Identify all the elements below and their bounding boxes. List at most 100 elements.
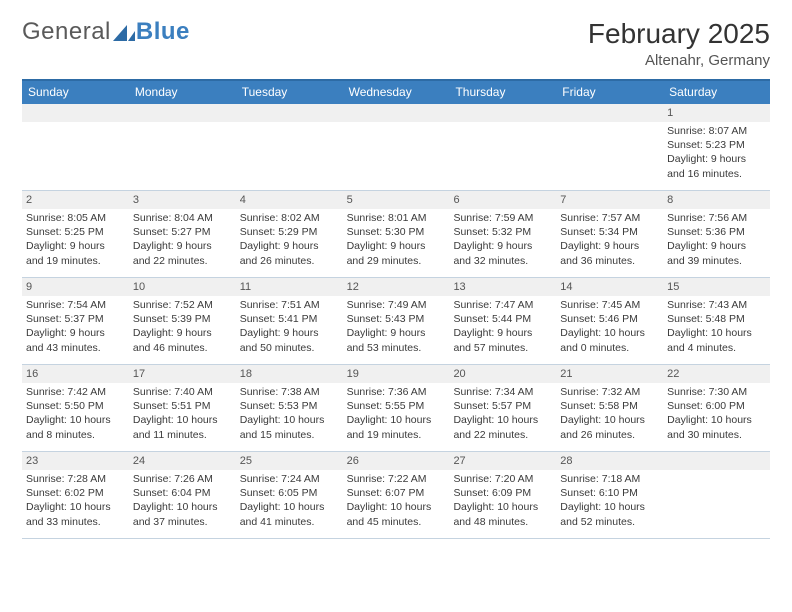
calendar-cell (236, 104, 343, 190)
date-number: 26 (343, 452, 450, 470)
cell-body: Sunrise: 7:51 AMSunset: 5:41 PMDaylight:… (236, 296, 343, 359)
sunrise-text: Sunrise: 7:49 AM (347, 298, 446, 312)
weeks-container: 1Sunrise: 8:07 AMSunset: 5:23 PMDaylight… (22, 104, 770, 539)
cell-body: Sunrise: 8:01 AMSunset: 5:30 PMDaylight:… (343, 209, 450, 272)
sunset-text: Sunset: 5:32 PM (453, 225, 552, 239)
cell-body: Sunrise: 7:18 AMSunset: 6:10 PMDaylight:… (556, 470, 663, 533)
date-number: 17 (129, 365, 236, 383)
calendar-cell: 9Sunrise: 7:54 AMSunset: 5:37 PMDaylight… (22, 278, 129, 364)
calendar-cell (343, 104, 450, 190)
title-block: February 2025 Altenahr, Germany (588, 18, 770, 69)
sunrise-text: Sunrise: 8:02 AM (240, 211, 339, 225)
date-number (22, 104, 129, 122)
date-number: 14 (556, 278, 663, 296)
sunrise-text: Sunrise: 7:54 AM (26, 298, 125, 312)
daylight-text: Daylight: 9 hours and 16 minutes. (667, 152, 766, 180)
daylight-text: Daylight: 10 hours and 26 minutes. (560, 413, 659, 441)
date-number: 25 (236, 452, 343, 470)
sunset-text: Sunset: 5:53 PM (240, 399, 339, 413)
calendar-cell: 13Sunrise: 7:47 AMSunset: 5:44 PMDayligh… (449, 278, 556, 364)
sunrise-text: Sunrise: 7:20 AM (453, 472, 552, 486)
date-number (129, 104, 236, 122)
date-number: 9 (22, 278, 129, 296)
daylight-text: Daylight: 9 hours and 36 minutes. (560, 239, 659, 267)
sunrise-text: Sunrise: 7:45 AM (560, 298, 659, 312)
sunrise-text: Sunrise: 8:01 AM (347, 211, 446, 225)
sunset-text: Sunset: 6:07 PM (347, 486, 446, 500)
daylight-text: Daylight: 9 hours and 22 minutes. (133, 239, 232, 267)
sunset-text: Sunset: 5:55 PM (347, 399, 446, 413)
daylight-text: Daylight: 10 hours and 33 minutes. (26, 500, 125, 528)
date-number (663, 452, 770, 470)
sunrise-text: Sunrise: 7:34 AM (453, 385, 552, 399)
cell-body: Sunrise: 7:45 AMSunset: 5:46 PMDaylight:… (556, 296, 663, 359)
calendar-cell: 2Sunrise: 8:05 AMSunset: 5:25 PMDaylight… (22, 191, 129, 277)
logo-sail-icon (113, 20, 135, 36)
daylight-text: Daylight: 10 hours and 30 minutes. (667, 413, 766, 441)
day-header-row: Sunday Monday Tuesday Wednesday Thursday… (22, 81, 770, 104)
sunset-text: Sunset: 5:50 PM (26, 399, 125, 413)
daylight-text: Daylight: 10 hours and 37 minutes. (133, 500, 232, 528)
calendar-cell: 23Sunrise: 7:28 AMSunset: 6:02 PMDayligh… (22, 452, 129, 538)
date-number (343, 104, 450, 122)
calendar-cell: 26Sunrise: 7:22 AMSunset: 6:07 PMDayligh… (343, 452, 450, 538)
cell-body: Sunrise: 7:36 AMSunset: 5:55 PMDaylight:… (343, 383, 450, 446)
daylight-text: Daylight: 10 hours and 4 minutes. (667, 326, 766, 354)
sunset-text: Sunset: 5:46 PM (560, 312, 659, 326)
week-row: 1Sunrise: 8:07 AMSunset: 5:23 PMDaylight… (22, 104, 770, 191)
calendar-cell: 14Sunrise: 7:45 AMSunset: 5:46 PMDayligh… (556, 278, 663, 364)
date-number: 18 (236, 365, 343, 383)
sunrise-text: Sunrise: 7:38 AM (240, 385, 339, 399)
sunset-text: Sunset: 5:39 PM (133, 312, 232, 326)
sunrise-text: Sunrise: 7:47 AM (453, 298, 552, 312)
cell-body: Sunrise: 7:54 AMSunset: 5:37 PMDaylight:… (22, 296, 129, 359)
date-number: 2 (22, 191, 129, 209)
calendar-cell (556, 104, 663, 190)
day-header: Friday (556, 81, 663, 104)
daylight-text: Daylight: 10 hours and 45 minutes. (347, 500, 446, 528)
date-number: 19 (343, 365, 450, 383)
calendar-cell: 24Sunrise: 7:26 AMSunset: 6:04 PMDayligh… (129, 452, 236, 538)
sunset-text: Sunset: 5:30 PM (347, 225, 446, 239)
date-number: 6 (449, 191, 556, 209)
sunset-text: Sunset: 5:29 PM (240, 225, 339, 239)
date-number: 1 (663, 104, 770, 122)
cell-body: Sunrise: 7:59 AMSunset: 5:32 PMDaylight:… (449, 209, 556, 272)
location-label: Altenahr, Germany (588, 52, 770, 69)
cell-body: Sunrise: 7:43 AMSunset: 5:48 PMDaylight:… (663, 296, 770, 359)
sunset-text: Sunset: 5:44 PM (453, 312, 552, 326)
daylight-text: Daylight: 9 hours and 57 minutes. (453, 326, 552, 354)
calendar-cell: 19Sunrise: 7:36 AMSunset: 5:55 PMDayligh… (343, 365, 450, 451)
calendar-cell: 7Sunrise: 7:57 AMSunset: 5:34 PMDaylight… (556, 191, 663, 277)
sunset-text: Sunset: 6:05 PM (240, 486, 339, 500)
sunset-text: Sunset: 5:41 PM (240, 312, 339, 326)
brand-part1: General (22, 18, 111, 46)
calendar-cell: 4Sunrise: 8:02 AMSunset: 5:29 PMDaylight… (236, 191, 343, 277)
daylight-text: Daylight: 10 hours and 15 minutes. (240, 413, 339, 441)
daylight-text: Daylight: 9 hours and 26 minutes. (240, 239, 339, 267)
calendar-cell: 18 Sunrise: 7:38 AMSunset: 5:53 PMDayligh… (236, 365, 343, 451)
date-number: 11 (236, 278, 343, 296)
sunset-text: Sunset: 6:00 PM (667, 399, 766, 413)
calendar-cell: 5Sunrise: 8:01 AMSunset: 5:30 PMDaylight… (343, 191, 450, 277)
date-number: 3 (129, 191, 236, 209)
month-title: February 2025 (588, 18, 770, 50)
sunrise-text: Sunrise: 7:43 AM (667, 298, 766, 312)
calendar-cell: 21Sunrise: 7:32 AMSunset: 5:58 PMDayligh… (556, 365, 663, 451)
sunset-text: Sunset: 5:43 PM (347, 312, 446, 326)
daylight-text: Daylight: 10 hours and 52 minutes. (560, 500, 659, 528)
calendar-cell: 1Sunrise: 8:07 AMSunset: 5:23 PMDaylight… (663, 104, 770, 190)
sunrise-text: Sunrise: 7:26 AM (133, 472, 232, 486)
sunset-text: Sunset: 5:36 PM (667, 225, 766, 239)
day-header: Thursday (449, 81, 556, 104)
sunrise-text: Sunrise: 7:40 AM (133, 385, 232, 399)
sunset-text: Sunset: 5:37 PM (26, 312, 125, 326)
sunrise-text: Sunrise: 8:05 AM (26, 211, 125, 225)
cell-body: Sunrise: 7:32 AMSunset: 5:58 PMDaylight:… (556, 383, 663, 446)
day-header: Saturday (663, 81, 770, 104)
date-number: 5 (343, 191, 450, 209)
calendar-page: General Blue February 2025 Altenahr, Ger… (0, 0, 792, 539)
daylight-text: Daylight: 10 hours and 41 minutes. (240, 500, 339, 528)
cell-body: Sunrise: 7:42 AMSunset: 5:50 PMDaylight:… (22, 383, 129, 446)
cell-body: Sunrise: 7:52 AMSunset: 5:39 PMDaylight:… (129, 296, 236, 359)
